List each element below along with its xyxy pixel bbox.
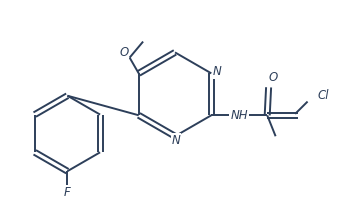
Text: O: O: [119, 46, 128, 58]
Text: F: F: [64, 186, 71, 199]
Text: Cl: Cl: [317, 89, 329, 103]
Text: N: N: [213, 65, 221, 78]
Text: NH: NH: [230, 109, 248, 122]
Text: O: O: [268, 71, 277, 84]
Text: N: N: [172, 134, 181, 147]
